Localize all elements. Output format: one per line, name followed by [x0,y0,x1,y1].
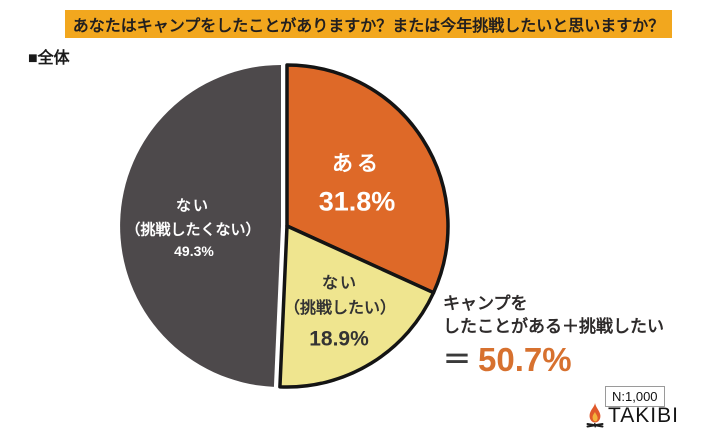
summary-line1: キャンプを [443,294,528,313]
summary-total-value: 50.7% [478,341,572,378]
slice-sublabel-nai-chosenshitakunai: （挑戦したくない） [125,221,261,239]
summary-total-row: ＝ 50.7% [443,343,683,376]
title-banner: あなたはキャンプをしたことがありますか？または今年挑戦したいと思いますか？ [65,10,672,38]
slice-pct-aru: 31.8% [318,186,396,217]
group-label: ■全体 [28,50,70,67]
equals-sign: ＝ [443,343,472,375]
slice-label-aru: ある [332,152,382,176]
slice-label-nai-chosenshitai: ない [321,275,359,292]
slice-pct-nai-chosenshitai: 18.9% [309,327,369,351]
summary-annotation: キャンプを したことがある＋挑戦したい ＝ 50.7% [443,292,683,376]
slice-label-nai-chosenshitakunai: ない [175,197,211,215]
sample-size-badge: N:1,000 [605,386,665,407]
pie-slice-1 [278,224,436,389]
slice-sublabel-nai-chosenshitai: （挑戦したい） [283,300,397,317]
slice-pct-nai-chosenshitakunai: 49.3% [174,243,214,259]
brand-logo: TAKIBI [585,402,679,428]
survey-question-title: あなたはキャンプをしたことがありますか？または今年挑戦したいと思いますか？ [72,18,665,35]
campfire-icon [586,403,604,428]
pie-slice-2 [120,65,281,387]
pie-slice-0 [285,63,450,295]
brand-name: TAKIBI [608,403,679,427]
summary-line2: したことがある＋挑戦したい [443,317,664,336]
